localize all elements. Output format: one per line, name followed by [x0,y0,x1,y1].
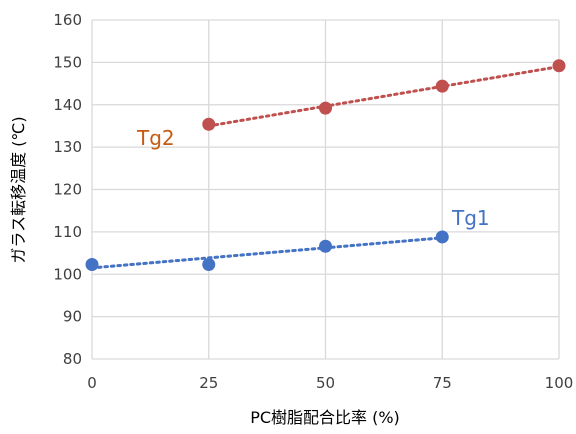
grid-layer [91,19,560,360]
series-label-tg1: Tg1 [451,206,490,230]
y-tick-label: 150 [53,53,82,71]
data-point-tg1 [319,239,332,253]
series-label-tg2: Tg2 [136,126,175,150]
y-tick-label: 130 [53,138,82,156]
x-tick-label: 0 [87,374,97,392]
x-tick-label: 50 [316,374,335,392]
x-tick-label: 100 [545,374,574,392]
trendline-tg2 [207,65,561,128]
y-tick-label: 160 [53,11,82,29]
data-point-tg2 [319,101,332,115]
y-tick-label: 110 [53,223,82,241]
y-tick-label: 90 [63,308,82,326]
trend-layer [90,65,561,270]
axis-layer: 80 90 100 110 120 130 140 150 160 0 25 50 75 100 [53,11,573,392]
trendline-tg1 [90,236,444,270]
data-point-tg2 [435,79,449,93]
x-tick-label: 75 [433,374,452,392]
point-layer [85,59,566,272]
y-tick-label: 100 [53,265,82,283]
data-point-tg1 [85,258,99,272]
data-point-tg2 [552,59,566,73]
y-tick-label: 80 [63,350,82,368]
data-point-tg1 [202,258,216,272]
data-point-tg2 [202,117,216,131]
label-layer: Tg1 Tg2 [136,126,490,230]
y-tick-label: 120 [53,181,82,199]
y-tick-label: 140 [53,96,82,114]
x-tick-label: 25 [199,374,218,392]
x-axis-title: PC樹脂配合比率 (%) [250,408,400,427]
data-point-tg1 [435,230,449,244]
y-axis-title: ガラス転移温度 (℃) [9,116,28,263]
